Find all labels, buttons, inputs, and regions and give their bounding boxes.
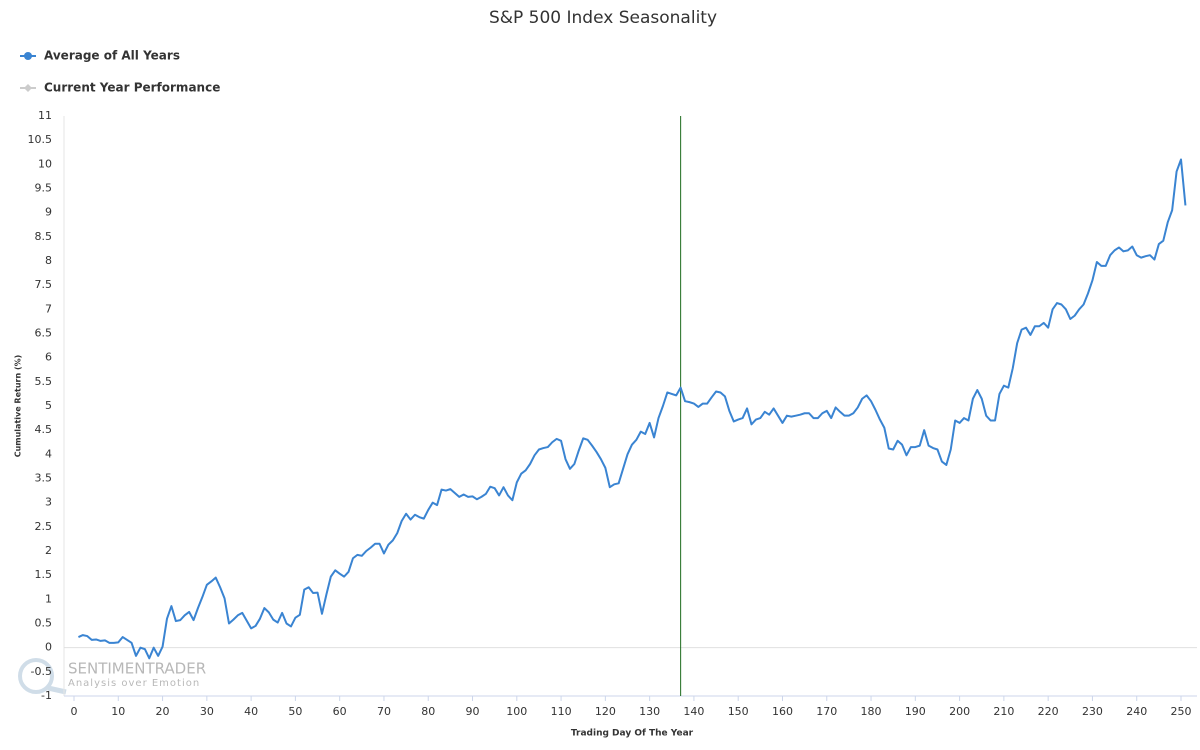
y-tick-label: 2 <box>45 544 52 557</box>
x-tick-label: 140 <box>683 705 704 718</box>
x-tick-label: 250 <box>1171 705 1192 718</box>
y-tick-label: 1 <box>45 592 52 605</box>
x-tick-label: 130 <box>639 705 660 718</box>
x-tick-label: 220 <box>1038 705 1059 718</box>
x-tick-label: 180 <box>861 705 882 718</box>
watermark-brand: SENTIMENTRADER <box>68 660 206 678</box>
legend-label[interactable]: Average of All Years <box>44 49 180 63</box>
x-tick-label: 190 <box>905 705 926 718</box>
legend-marker[interactable] <box>24 84 32 92</box>
y-tick-label: 2.5 <box>35 520 53 533</box>
y-tick-label: 11 <box>38 109 52 122</box>
x-tick-label: 100 <box>506 705 527 718</box>
y-tick-label: 1.5 <box>35 568 53 581</box>
y-axis-title: Cumulative Return (%) <box>14 355 23 458</box>
y-tick-label: 4.5 <box>35 423 53 436</box>
watermark-logo <box>18 658 54 694</box>
y-tick-label: -1 <box>41 689 52 702</box>
y-tick-label: 3.5 <box>35 472 53 485</box>
y-tick-label: 4 <box>45 447 52 460</box>
x-tick-label: 40 <box>244 705 258 718</box>
x-tick-label: 0 <box>71 705 78 718</box>
y-tick-label: 8.5 <box>35 230 53 243</box>
watermark-logo-handle <box>47 685 67 695</box>
x-tick-label: 20 <box>156 705 170 718</box>
x-tick-label: 210 <box>993 705 1014 718</box>
y-tick-label: 6 <box>45 351 52 364</box>
x-tick-label: 150 <box>728 705 749 718</box>
x-tick-label: 60 <box>333 705 347 718</box>
x-tick-label: 110 <box>551 705 572 718</box>
x-tick-label: 10 <box>111 705 125 718</box>
y-tick-label: 7.5 <box>35 278 53 291</box>
x-tick-label: 80 <box>421 705 435 718</box>
x-tick-label: 170 <box>816 705 837 718</box>
y-tick-label: 5 <box>45 399 52 412</box>
y-tick-label: 3 <box>45 496 52 509</box>
watermark: SENTIMENTRADER Analysis over Emotion <box>18 658 206 695</box>
y-tick-label: 0.5 <box>35 617 53 630</box>
y-tick-label: 9 <box>45 206 52 219</box>
x-tick-label: 50 <box>288 705 302 718</box>
x-tick-label: 70 <box>377 705 391 718</box>
y-tick-label: 9.5 <box>35 182 53 195</box>
legend-marker[interactable] <box>24 52 32 60</box>
y-tick-label: 10 <box>38 157 52 170</box>
y-tick-label: 5.5 <box>35 375 53 388</box>
x-axis-title: Trading Day Of The Year <box>571 729 694 739</box>
y-tick-label: 0 <box>45 641 52 654</box>
y-tick-label: 6.5 <box>35 327 53 340</box>
x-tick-label: 200 <box>949 705 970 718</box>
x-tick-label: 230 <box>1082 705 1103 718</box>
y-tick-label: -0.5 <box>31 665 52 678</box>
x-tick-label: 120 <box>595 705 616 718</box>
x-tick-label: 160 <box>772 705 793 718</box>
chart-title: S&P 500 Index Seasonality <box>489 8 717 28</box>
x-tick-label: 90 <box>466 705 480 718</box>
legend: Average of All Years Current Year Perform… <box>20 49 220 95</box>
watermark-tagline: Analysis over Emotion <box>68 678 200 689</box>
legend-label[interactable]: Current Year Performance <box>44 81 220 95</box>
x-tick-label: 30 <box>200 705 214 718</box>
y-tick-label: 7 <box>45 302 52 315</box>
y-tick-label: 8 <box>45 254 52 267</box>
y-tick-label: 10.5 <box>28 133 53 146</box>
x-tick-label: 240 <box>1126 705 1147 718</box>
series-line <box>78 158 1187 660</box>
